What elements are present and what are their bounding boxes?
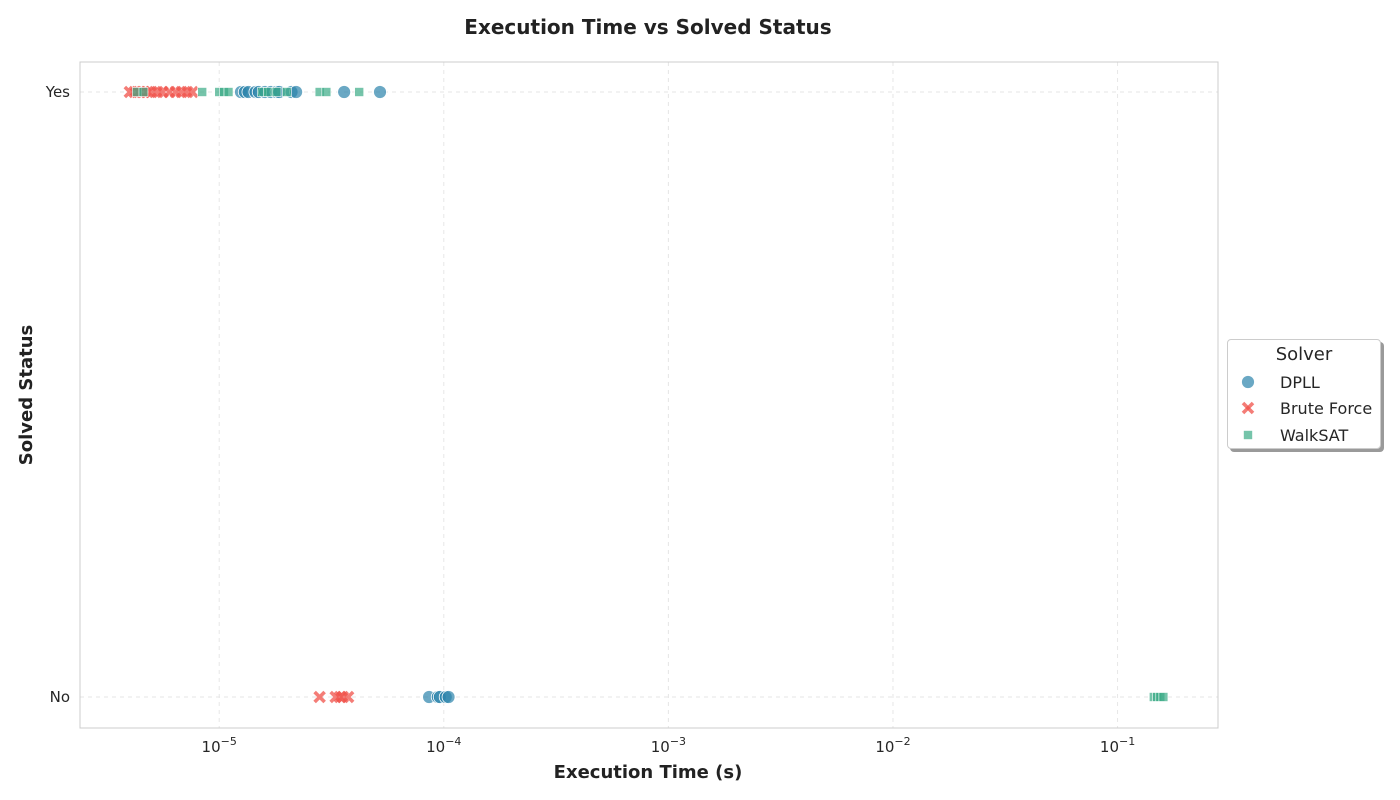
grid-lines [80,62,1218,728]
plot-area [79,61,1219,729]
walksat-point [197,87,207,97]
data-points [123,85,1169,704]
series-dpll [234,85,456,704]
dpll-point [441,690,456,704]
brute-force-point [341,690,355,704]
legend-label-walksat: WalkSAT [1280,425,1349,445]
x-axis-label: Execution Time (s) [554,762,743,783]
walksat-point [282,87,292,97]
y-axis-label: Solved Status [16,325,37,465]
legend-item-walksat: WalkSAT [1240,424,1348,446]
x-tick-label: 10−1 [1100,735,1135,756]
x-axis-ticks: 10−5 10−4 10−3 10−2 10−1 [202,735,1136,756]
walksat-point [138,87,149,97]
legend: Solver DPLL Brute Force WalkSAT [1227,339,1381,449]
walksat-point [263,87,273,97]
x-marker-icon [1241,401,1255,415]
walksat-point [354,87,364,97]
legend-label-brute-force: Brute Force [1280,398,1373,418]
circle-marker-icon [1241,375,1255,389]
walksat-point [321,87,332,97]
series-walksat [132,87,1169,702]
y-tick-label: No [50,688,70,706]
x-tick-label: 10−5 [202,735,237,756]
brute-force-point [313,690,326,704]
y-axis-ticks: No Yes [45,83,70,706]
dpll-point [373,85,387,99]
dpll-point [337,85,352,99]
legend-item-brute-force: Brute Force [1240,397,1372,419]
x-tick-label: 10−3 [651,735,686,756]
y-tick-label: Yes [45,83,70,101]
walksat-point [271,87,282,97]
walksat-point [223,87,234,97]
series-brute-force [123,85,355,704]
x-tick-label: 10−4 [426,735,461,756]
chart-title: Execution Time vs Solved Status [464,15,831,39]
x-tick-label: 10−2 [875,735,910,756]
legend-title: Solver [1275,344,1333,365]
walksat-point [1158,692,1169,702]
legend-item-dpll: DPLL [1240,371,1320,393]
legend-label-dpll: DPLL [1280,372,1320,392]
brute-force-point [186,85,199,99]
square-marker-icon [1243,430,1253,440]
